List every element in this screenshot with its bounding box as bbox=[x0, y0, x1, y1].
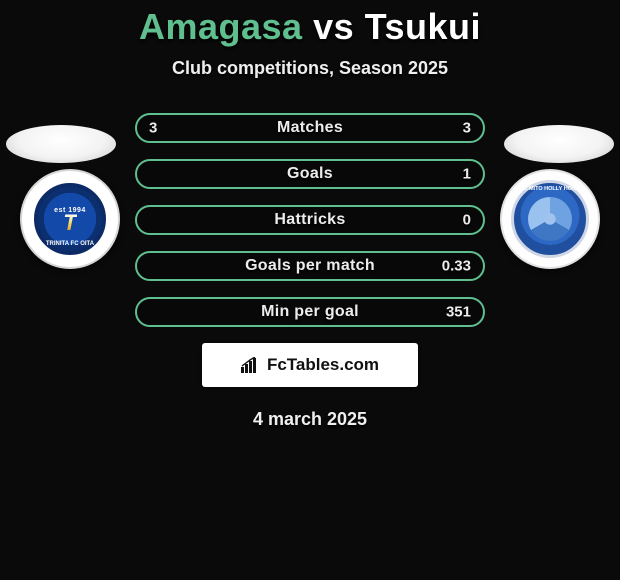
stat-value-right: 0.33 bbox=[442, 258, 471, 275]
stat-label: Min per goal bbox=[261, 303, 359, 321]
stat-value-right: 0 bbox=[463, 212, 471, 229]
stat-row-min-per-goal: Min per goal 351 bbox=[135, 297, 485, 327]
team2-crest-ring: FC MITO HOLLY HOCK bbox=[520, 186, 580, 192]
player2-ellipse bbox=[504, 125, 614, 163]
bar-chart-icon bbox=[241, 357, 261, 373]
stat-label: Goals per match bbox=[245, 257, 375, 275]
vs-text: vs bbox=[313, 6, 354, 47]
comparison-card: Amagasa vs Tsukui Club competitions, Sea… bbox=[0, 0, 620, 580]
team2-crest-inner: FC MITO HOLLY HOCK bbox=[511, 180, 589, 258]
stat-value-right: 351 bbox=[446, 304, 471, 321]
stat-rows: 3 Matches 3 Goals 1 Hattricks 0 Goals pe… bbox=[135, 113, 485, 327]
brand-text: FcTables.com bbox=[267, 355, 379, 375]
brand-link[interactable]: FcTables.com bbox=[202, 343, 418, 387]
stat-row-hattricks: Hattricks 0 bbox=[135, 205, 485, 235]
stat-row-goals-per-match: Goals per match 0.33 bbox=[135, 251, 485, 281]
team1-crest-ring: TRINITA FC OITA bbox=[46, 241, 94, 247]
page-title: Amagasa vs Tsukui bbox=[0, 6, 620, 48]
stat-row-matches: 3 Matches 3 bbox=[135, 113, 485, 143]
team1-crest-inner: est 1994 T TRINITA FC OITA bbox=[34, 183, 106, 255]
team2-crest-swirl bbox=[528, 197, 572, 241]
team1-crest-letter: T bbox=[63, 214, 76, 232]
stat-label: Matches bbox=[277, 119, 343, 137]
team2-crest: FC MITO HOLLY HOCK bbox=[500, 169, 600, 269]
stat-value-left: 3 bbox=[149, 120, 157, 137]
stat-label: Goals bbox=[287, 165, 333, 183]
team1-crest: est 1994 T TRINITA FC OITA bbox=[20, 169, 120, 269]
stats-stage: est 1994 T TRINITA FC OITA FC MITO HOLLY… bbox=[0, 113, 620, 430]
stat-row-goals: Goals 1 bbox=[135, 159, 485, 189]
stat-value-right: 3 bbox=[463, 120, 471, 137]
player1-name: Amagasa bbox=[139, 6, 303, 47]
subtitle: Club competitions, Season 2025 bbox=[0, 58, 620, 79]
player1-ellipse bbox=[6, 125, 116, 163]
date-text: 4 march 2025 bbox=[0, 409, 620, 430]
player2-name: Tsukui bbox=[365, 6, 481, 47]
stat-value-right: 1 bbox=[463, 166, 471, 183]
stat-label: Hattricks bbox=[274, 211, 345, 229]
